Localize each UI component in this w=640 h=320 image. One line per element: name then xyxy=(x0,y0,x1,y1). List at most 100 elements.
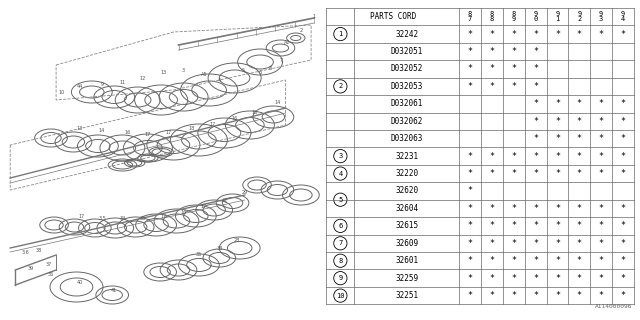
Text: *: * xyxy=(533,82,538,91)
Text: 29: 29 xyxy=(242,189,248,195)
Text: 6: 6 xyxy=(339,223,342,229)
Text: 9
0: 9 0 xyxy=(534,11,538,22)
Text: *: * xyxy=(467,274,472,283)
Text: *: * xyxy=(577,274,582,283)
Text: *: * xyxy=(577,256,582,265)
Text: *: * xyxy=(511,64,516,74)
Text: 16: 16 xyxy=(232,116,237,121)
Text: *: * xyxy=(555,274,560,283)
Text: *: * xyxy=(598,117,604,126)
Text: *: * xyxy=(490,47,494,56)
Text: 4: 4 xyxy=(218,77,221,83)
Text: *: * xyxy=(490,82,494,91)
Text: *: * xyxy=(555,221,560,230)
Text: 9
4: 9 4 xyxy=(621,11,625,22)
Text: *: * xyxy=(577,169,582,178)
Text: *: * xyxy=(490,274,494,283)
Text: 17: 17 xyxy=(209,122,215,126)
Text: *: * xyxy=(467,82,472,91)
Text: *: * xyxy=(490,64,494,74)
Text: 13: 13 xyxy=(160,69,166,75)
Text: 3: 3 xyxy=(339,153,342,159)
Text: *: * xyxy=(555,256,560,265)
Text: *: * xyxy=(598,239,604,248)
Text: *: * xyxy=(467,291,472,300)
Text: 35: 35 xyxy=(196,252,202,258)
Text: *: * xyxy=(555,29,560,39)
Text: A5: A5 xyxy=(201,73,207,77)
Text: *: * xyxy=(598,152,604,161)
Text: *: * xyxy=(621,291,625,300)
Text: 5: 5 xyxy=(339,197,342,203)
Text: 32251: 32251 xyxy=(395,291,419,300)
Text: 17: 17 xyxy=(160,213,166,219)
Text: 32231: 32231 xyxy=(395,152,419,161)
Text: *: * xyxy=(555,291,560,300)
Text: *: * xyxy=(533,117,538,126)
Text: *: * xyxy=(467,152,472,161)
Text: *: * xyxy=(511,291,516,300)
Text: *: * xyxy=(533,274,538,283)
Text: *: * xyxy=(555,204,560,213)
Text: *: * xyxy=(467,239,472,248)
Text: 17: 17 xyxy=(201,204,207,210)
Text: 40: 40 xyxy=(76,281,83,285)
Text: *: * xyxy=(621,221,625,230)
Text: *: * xyxy=(555,99,560,108)
Text: 38: 38 xyxy=(216,245,223,251)
Text: *: * xyxy=(621,152,625,161)
Text: *: * xyxy=(577,152,582,161)
Text: 32242: 32242 xyxy=(395,29,419,39)
Text: *: * xyxy=(533,169,538,178)
Text: *: * xyxy=(577,291,582,300)
Text: 16: 16 xyxy=(124,131,131,135)
Text: 14: 14 xyxy=(275,100,280,105)
Text: *: * xyxy=(490,169,494,178)
Text: 41: 41 xyxy=(111,287,117,292)
Text: 9: 9 xyxy=(100,82,104,86)
Text: *: * xyxy=(490,239,494,248)
Text: *: * xyxy=(467,204,472,213)
Text: *: * xyxy=(467,169,472,178)
Text: 32601: 32601 xyxy=(395,256,419,265)
Text: *: * xyxy=(533,221,538,230)
Text: *: * xyxy=(533,99,538,108)
Text: 13: 13 xyxy=(76,125,83,131)
Text: *: * xyxy=(621,204,625,213)
Text: 28: 28 xyxy=(234,237,240,243)
Text: *: * xyxy=(577,239,582,248)
Text: *: * xyxy=(598,29,604,39)
Text: 9
2: 9 2 xyxy=(577,11,581,22)
Text: 17: 17 xyxy=(145,132,151,137)
Text: 3: 3 xyxy=(182,68,185,73)
Text: *: * xyxy=(467,187,472,196)
Text: 15: 15 xyxy=(252,109,258,115)
Text: 3.5: 3.5 xyxy=(98,215,106,220)
Text: *: * xyxy=(511,204,516,213)
Text: *: * xyxy=(533,152,538,161)
Text: *: * xyxy=(577,117,582,126)
Text: *: * xyxy=(511,29,516,39)
Text: *: * xyxy=(467,256,472,265)
Text: 9
3: 9 3 xyxy=(599,11,604,22)
Text: *: * xyxy=(533,47,538,56)
Text: 7: 7 xyxy=(339,240,342,246)
Text: 8: 8 xyxy=(339,258,342,264)
Text: 7: 7 xyxy=(280,58,283,62)
Text: 17: 17 xyxy=(79,213,84,219)
Text: *: * xyxy=(511,274,516,283)
Text: *: * xyxy=(467,47,472,56)
Text: *: * xyxy=(598,134,604,143)
Text: *: * xyxy=(577,221,582,230)
Text: *: * xyxy=(577,29,582,39)
Text: *: * xyxy=(621,117,625,126)
Text: *: * xyxy=(511,47,516,56)
Text: 44: 44 xyxy=(76,84,83,90)
Text: *: * xyxy=(467,29,472,39)
Text: *: * xyxy=(490,221,494,230)
Text: 32259: 32259 xyxy=(395,274,419,283)
Text: *: * xyxy=(555,239,560,248)
Text: *: * xyxy=(621,134,625,143)
Text: *: * xyxy=(533,256,538,265)
Text: D032053: D032053 xyxy=(390,82,423,91)
